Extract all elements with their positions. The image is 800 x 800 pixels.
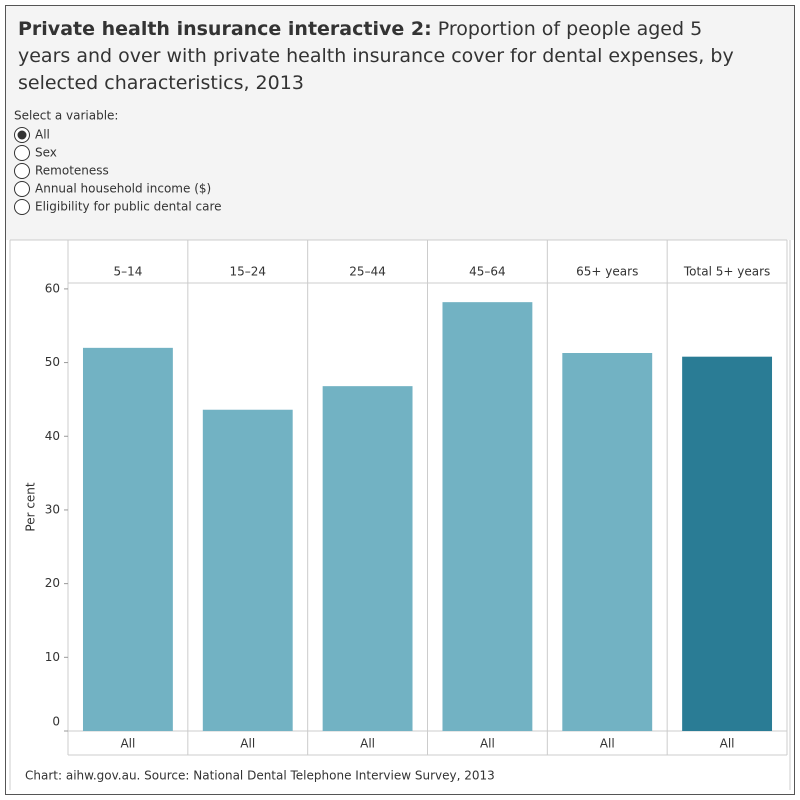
x-tick-label: All [720, 737, 735, 751]
bar [322, 386, 413, 731]
y-tick-label: 60 [45, 281, 60, 295]
y-tick-label: 10 [45, 650, 60, 664]
y-axis-title: Per cent [24, 482, 38, 532]
column-header: 5–14 [113, 265, 142, 279]
column-header: 15–24 [229, 265, 266, 279]
title-bold: Private health insurance interactive 2: [18, 18, 432, 40]
y-tick-label: 40 [45, 429, 60, 443]
y-tick-label: 30 [45, 502, 60, 516]
radio-label[interactable]: Annual household income ($) [35, 182, 211, 196]
x-tick-label: All [600, 737, 615, 751]
x-tick-label: All [480, 737, 495, 751]
bar [442, 302, 533, 731]
y-tick-label: 50 [45, 355, 60, 369]
footer: Chart: aihw.gov.au. Source: National Den… [25, 769, 495, 783]
radio-button[interactable] [14, 163, 30, 179]
column-header: 25–44 [349, 265, 386, 279]
x-tick-label: All [360, 737, 375, 751]
title: Private health insurance interactive 2: … [18, 16, 738, 97]
radio-label[interactable]: Remoteness [35, 164, 109, 178]
y-tick-label: 20 [45, 576, 60, 590]
radio-dot [17, 130, 27, 140]
column-header: 45–64 [469, 265, 506, 279]
column-header: 65+ years [576, 265, 638, 279]
radio-button[interactable] [14, 181, 30, 197]
frame [5, 5, 795, 795]
header: Private health insurance interactive 2: … [6, 6, 794, 240]
control-label: Select a variable: [14, 109, 118, 123]
bar [82, 347, 173, 731]
bar [562, 353, 653, 731]
x-tick-label: All [120, 737, 135, 751]
radio-button[interactable] [14, 199, 30, 215]
radio-button[interactable] [14, 145, 30, 161]
column-header: Total 5+ years [683, 265, 770, 279]
radio-label[interactable]: Eligibility for public dental care [35, 200, 222, 214]
x-tick-label: All [240, 737, 255, 751]
title-text: Proportion of people aged 5 years and ov… [18, 18, 734, 94]
radio-label[interactable]: All [35, 128, 50, 142]
y-tick-label: 0 [52, 715, 60, 729]
bar [682, 356, 773, 731]
bar [202, 409, 293, 731]
radio-label[interactable]: Sex [35, 146, 57, 160]
